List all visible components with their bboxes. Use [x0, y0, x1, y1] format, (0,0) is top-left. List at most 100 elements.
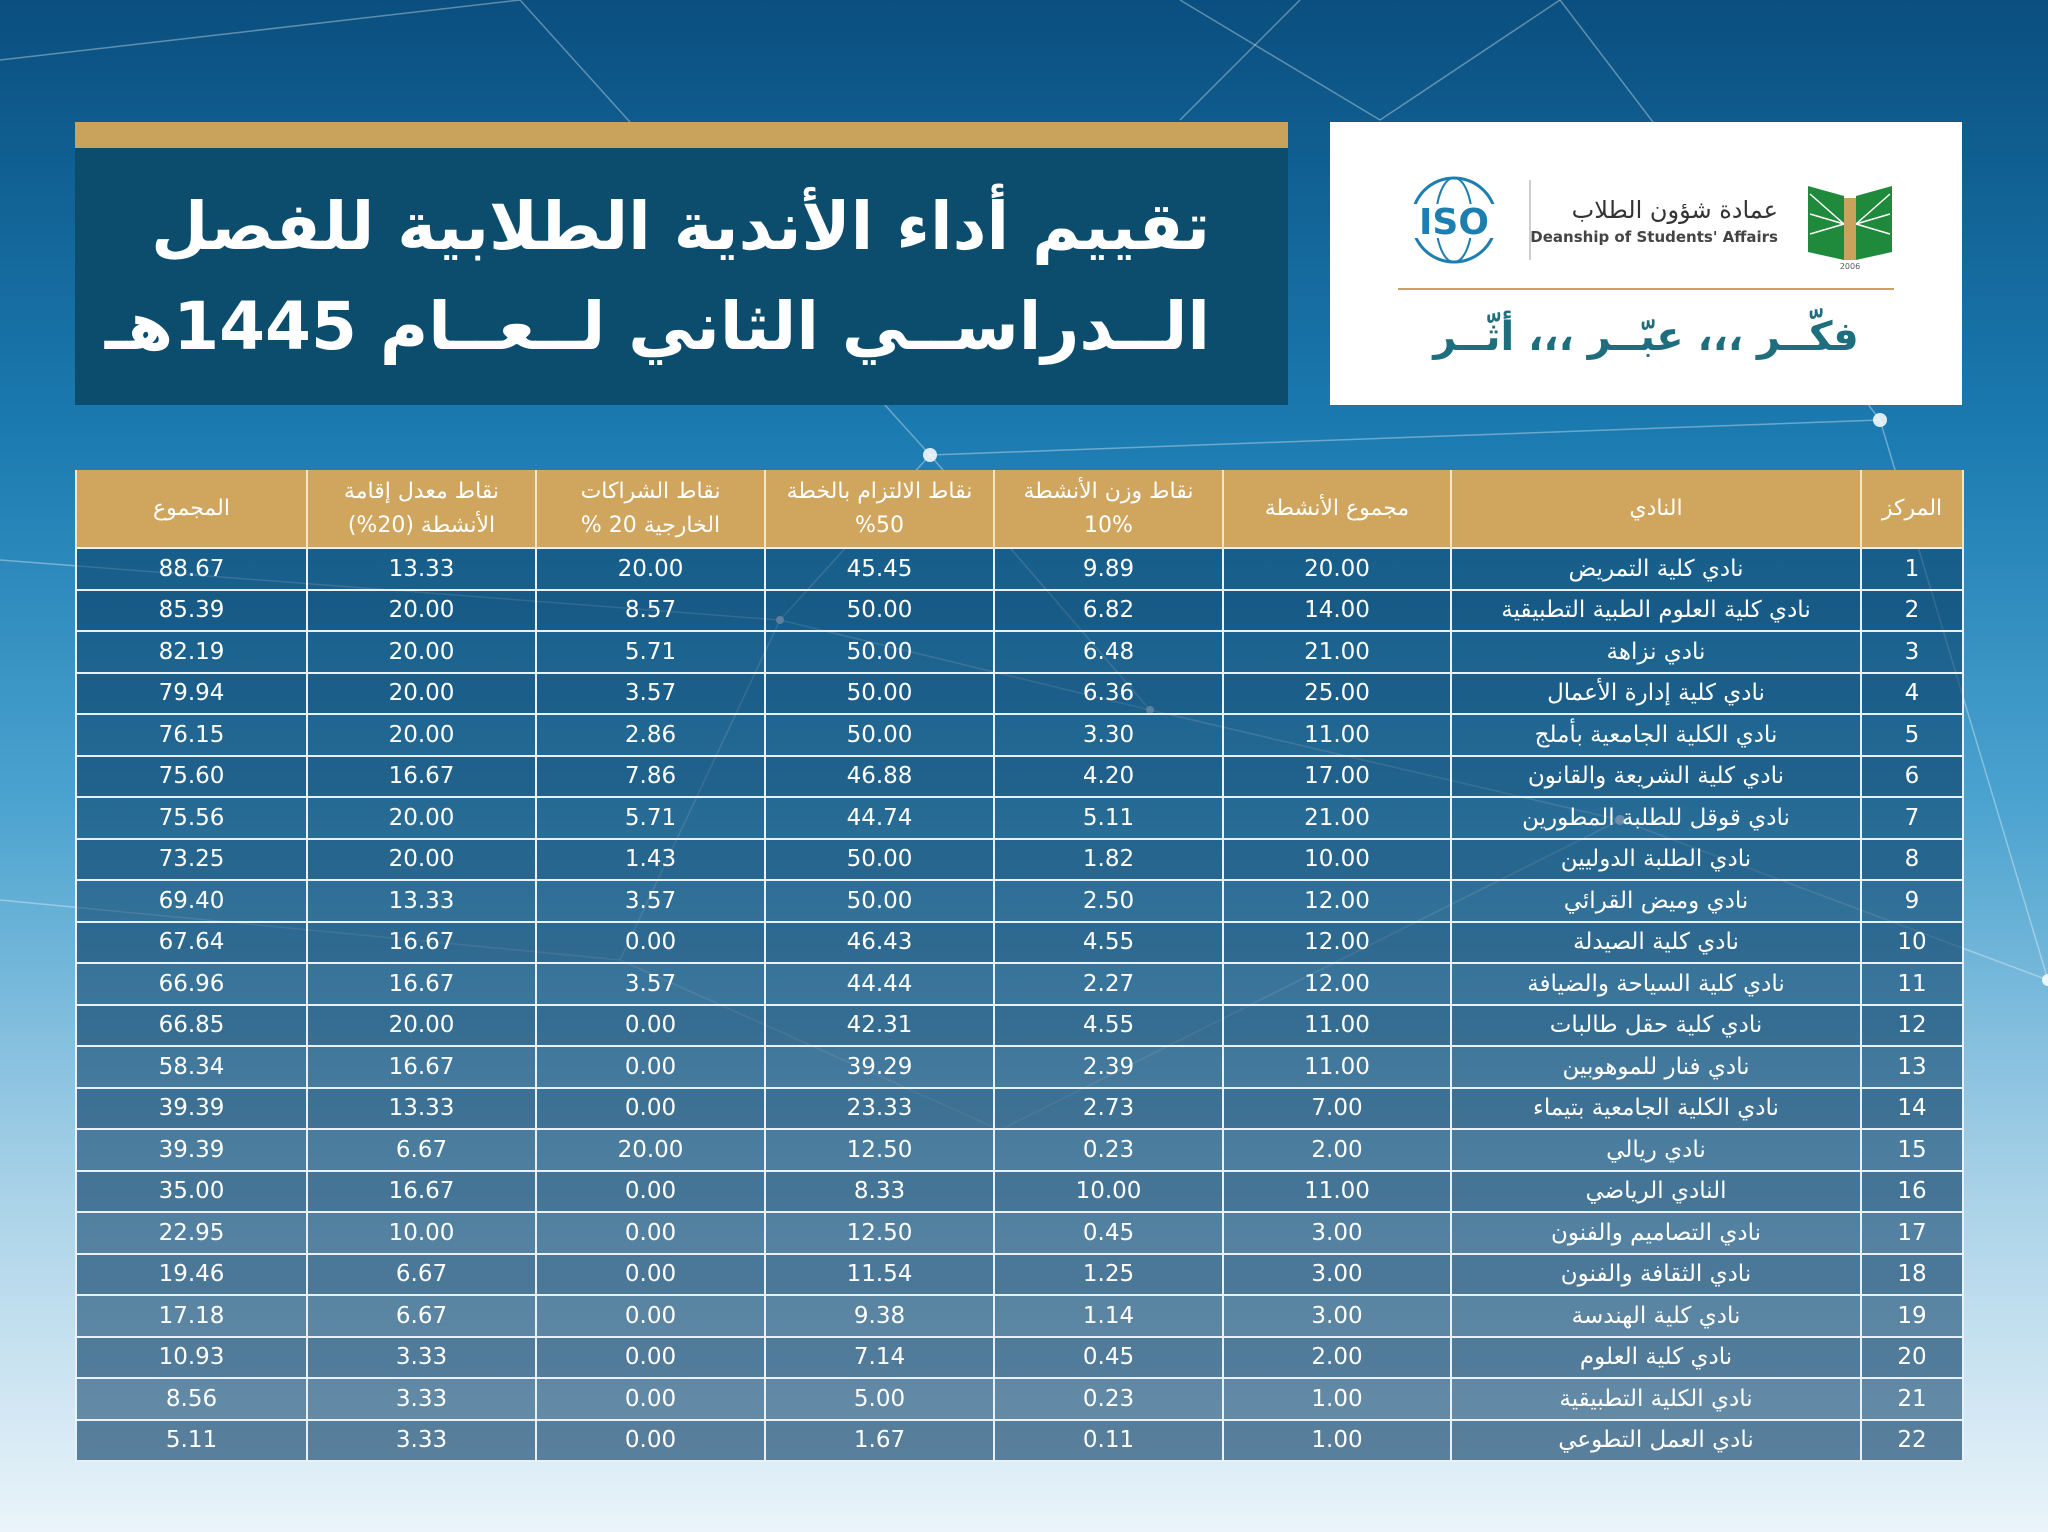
commitment-cell: 46.88: [764, 754, 995, 798]
title-banner: تقييم أداء الأندية الطلابية للفصل الــدر…: [75, 122, 1288, 405]
weight-cell: 0.11: [993, 1418, 1224, 1462]
club-cell: نادي فنار للموهوبين: [1450, 1045, 1862, 1089]
weight-cell: 1.25: [993, 1252, 1224, 1296]
total-cell: 73.25: [75, 837, 308, 881]
partnerships-cell: 5.71: [535, 796, 766, 840]
table-row: 22 نادي العمل التطوعي 1.00 0.11 1.67 0.00 3.33…: [75, 1418, 1964, 1462]
total-cell: 85.39: [75, 588, 308, 632]
weight-cell: 0.45: [993, 1211, 1224, 1255]
commitment-cell: 50.00: [764, 879, 995, 923]
rank-cell: 10: [1860, 920, 1964, 964]
table-row: 8 نادي الطلبة الدوليين 10.00 1.82 50.00 1.43 2…: [75, 837, 1964, 881]
commitment-cell: 50.00: [764, 713, 995, 757]
club-cell: نادي الكلية الجامعية بتيماء: [1450, 1086, 1862, 1130]
table-row: 5 نادي الكلية الجامعية بأملج 11.00 3.30 50.0…: [75, 713, 1964, 757]
table-row: 15 نادي ريالي 2.00 0.23 12.50 20.00 6.67 39.39: [75, 1128, 1964, 1172]
weight-cell: 2.39: [993, 1045, 1224, 1089]
commitment-cell: 44.74: [764, 796, 995, 840]
club-cell: النادي الرياضي: [1450, 1169, 1862, 1213]
total-cell: 5.11: [75, 1418, 308, 1462]
weight-cell: 4.55: [993, 1003, 1224, 1047]
commitment-cell: 50.00: [764, 630, 995, 674]
weight-cell: 2.50: [993, 879, 1224, 923]
partnerships-cell: 0.00: [535, 1211, 766, 1255]
rank-cell: 14: [1860, 1086, 1964, 1130]
table-row: 14 نادي الكلية الجامعية بتيماء 7.00 2.73 23.…: [75, 1086, 1964, 1130]
commitment-cell: 39.29: [764, 1045, 995, 1089]
commitment-cell: 45.45: [764, 547, 995, 591]
rate-cell: 16.67: [306, 1169, 537, 1213]
club-cell: نادي التصاميم والفنون: [1450, 1211, 1862, 1255]
partnerships-cell: 0.00: [535, 1377, 766, 1421]
header-rank: المركز: [1860, 470, 1964, 548]
club-cell: نادي ريالي: [1450, 1128, 1862, 1172]
table-row: 16 النادي الرياضي 11.00 10.00 8.33 0.00 16.67 3…: [75, 1169, 1964, 1213]
partnerships-cell: 3.57: [535, 879, 766, 923]
total-cell: 8.56: [75, 1377, 308, 1421]
total-cell: 76.15: [75, 713, 308, 757]
activities-cell: 2.00: [1222, 1128, 1452, 1172]
rank-cell: 17: [1860, 1211, 1964, 1255]
club-cell: نادي قوقل للطلبة المطورين: [1450, 796, 1862, 840]
partnerships-cell: 20.00: [535, 547, 766, 591]
rate-cell: 20.00: [306, 630, 537, 674]
club-cell: نادي الكلية التطبيقية: [1450, 1377, 1862, 1421]
header-activities-total: مجموع الأنشطة: [1222, 470, 1452, 548]
total-cell: 66.96: [75, 962, 308, 1006]
club-cell: نادي الكلية الجامعية بأملج: [1450, 713, 1862, 757]
weight-cell: 6.48: [993, 630, 1224, 674]
logo-rule: [1398, 288, 1894, 290]
club-cell: نادي الثقافة والفنون: [1450, 1252, 1862, 1296]
rank-cell: 19: [1860, 1294, 1964, 1338]
rate-cell: 13.33: [306, 1086, 537, 1130]
weight-cell: 4.20: [993, 754, 1224, 798]
iso-text: ISO: [1419, 202, 1489, 243]
activities-cell: 14.00: [1222, 588, 1452, 632]
table-body: 1 نادي كلية التمريض 20.00 9.89 45.45 20.00 13.…: [75, 547, 1964, 1462]
title-gold-strip: [75, 122, 1288, 148]
table-row: 17 نادي التصاميم والفنون 3.00 0.45 12.50 0.00…: [75, 1211, 1964, 1255]
activities-cell: 11.00: [1222, 713, 1452, 757]
club-cell: نادي كلية السياحة والضيافة: [1450, 962, 1862, 1006]
partnerships-cell: 3.57: [535, 962, 766, 1006]
rank-cell: 18: [1860, 1252, 1964, 1296]
table-row: 18 نادي الثقافة والفنون 3.00 1.25 11.54 0.00 6…: [75, 1252, 1964, 1296]
weight-cell: 1.14: [993, 1294, 1224, 1338]
club-cell: نادي كلية الهندسة: [1450, 1294, 1862, 1338]
header-total: المجموع: [75, 470, 308, 548]
commitment-cell: 50.00: [764, 837, 995, 881]
total-cell: 66.85: [75, 1003, 308, 1047]
header-partnerships: نقاط الشراكات الخارجية 20 %: [535, 470, 766, 548]
total-cell: 75.56: [75, 796, 308, 840]
commitment-cell: 12.50: [764, 1211, 995, 1255]
rank-cell: 22: [1860, 1418, 1964, 1462]
rank-cell: 16: [1860, 1169, 1964, 1213]
commitment-cell: 9.38: [764, 1294, 995, 1338]
rate-cell: 3.33: [306, 1335, 537, 1379]
total-cell: 22.95: [75, 1211, 308, 1255]
total-cell: 10.93: [75, 1335, 308, 1379]
total-cell: 39.39: [75, 1086, 308, 1130]
rate-cell: 20.00: [306, 713, 537, 757]
logo-card: ISO عمادة شؤون الطلاب Deanship of Studen…: [1330, 122, 1962, 405]
table-row: 2 نادي كلية العلوم الطبية التطبيقية 14.00 6…: [75, 588, 1964, 632]
activities-cell: 3.00: [1222, 1294, 1452, 1338]
rank-cell: 1: [1860, 547, 1964, 591]
table-row: 9 نادي وميض القرائي 12.00 2.50 50.00 3.57 13.3…: [75, 879, 1964, 923]
club-cell: نادي الطلبة الدوليين: [1450, 837, 1862, 881]
table-row: 10 نادي كلية الصيدلة 12.00 4.55 46.43 0.00 16.…: [75, 920, 1964, 964]
total-cell: 17.18: [75, 1294, 308, 1338]
table-row: 19 نادي كلية الهندسة 3.00 1.14 9.38 0.00 6.67 1…: [75, 1294, 1964, 1338]
total-cell: 82.19: [75, 630, 308, 674]
partnerships-cell: 0.00: [535, 1294, 766, 1338]
total-cell: 58.34: [75, 1045, 308, 1089]
activities-cell: 3.00: [1222, 1252, 1452, 1296]
total-cell: 35.00: [75, 1169, 308, 1213]
rate-cell: 16.67: [306, 754, 537, 798]
partnerships-cell: 0.00: [535, 920, 766, 964]
commitment-cell: 46.43: [764, 920, 995, 964]
rank-cell: 7: [1860, 796, 1964, 840]
weight-cell: 5.11: [993, 796, 1224, 840]
commitment-cell: 12.50: [764, 1128, 995, 1172]
partnerships-cell: 0.00: [535, 1045, 766, 1089]
